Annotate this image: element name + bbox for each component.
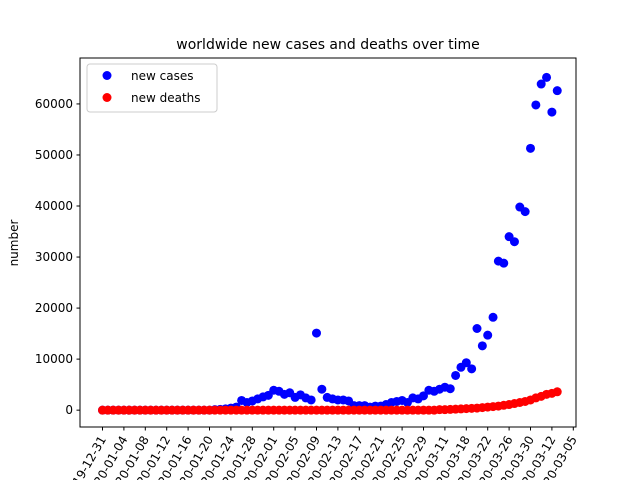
- y-axis-label: number: [7, 220, 21, 267]
- data-point: [526, 143, 535, 153]
- data-points: [98, 72, 562, 415]
- data-point: [419, 391, 428, 401]
- plot-frame: [79, 57, 577, 428]
- legend-marker-new-cases: [102, 71, 112, 80]
- y-tick-label: 50000: [35, 148, 73, 162]
- data-point: [317, 384, 327, 394]
- x-axis-ticks: 2019-12-312020-01-042020-01-082020-01-12…: [62, 427, 580, 480]
- data-point: [445, 384, 455, 394]
- y-axis-ticks: 0 10000 20000 30000 40000 50000 60000: [35, 97, 80, 417]
- legend-box: [86, 63, 218, 113]
- legend: new cases new deaths: [86, 63, 218, 113]
- data-point: [472, 323, 482, 333]
- data-point: [520, 207, 530, 217]
- series-new-deaths: [98, 387, 562, 415]
- data-point: [531, 100, 541, 110]
- y-tick-label: 20000: [35, 301, 73, 315]
- data-point: [536, 79, 546, 89]
- y-tick-label: 0: [65, 403, 73, 417]
- data-point: [542, 72, 552, 82]
- data-point: [312, 328, 321, 338]
- legend-label-new-deaths: new deaths: [131, 91, 201, 105]
- legend-marker-new-deaths: [102, 93, 112, 102]
- y-tick-label: 60000: [35, 97, 73, 111]
- data-point: [499, 258, 509, 268]
- data-point: [552, 86, 562, 96]
- legend-label-new-cases: new cases: [131, 69, 193, 83]
- y-tick-label: 10000: [35, 352, 73, 366]
- data-point: [483, 330, 493, 340]
- data-point: [461, 358, 471, 368]
- data-point: [477, 341, 487, 351]
- data-point: [552, 387, 562, 397]
- data-point: [547, 107, 557, 117]
- data-point: [509, 237, 519, 247]
- data-point: [488, 312, 498, 322]
- chart-title: worldwide new cases and deaths over time: [176, 37, 479, 53]
- y-tick-label: 30000: [35, 250, 73, 264]
- data-point: [451, 370, 461, 380]
- y-tick-label: 40000: [35, 199, 73, 213]
- data-point: [306, 395, 316, 405]
- data-point: [467, 364, 477, 374]
